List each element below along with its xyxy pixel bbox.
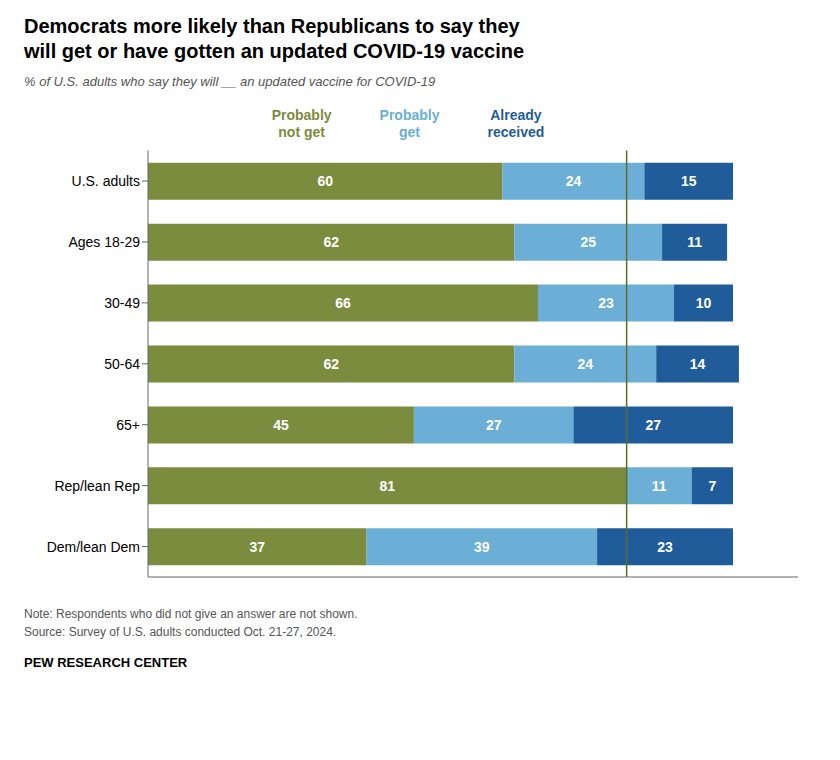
svg-text:11: 11 [652,478,667,494]
svg-text:30-49: 30-49 [104,295,140,311]
html-text:Already received: Already received [487,107,545,140]
svg-text:7: 7 [708,478,716,494]
svg-text:10: 10 [696,295,712,311]
html-text:Probably not get: Probably not get [271,107,332,140]
svg-text:62: 62 [323,356,339,372]
html-text:% of U.S. adults who say they: % of U.S. adults who say they will __ an… [24,74,436,89]
svg-text:27: 27 [486,417,502,433]
svg-text:81: 81 [380,478,396,494]
svg-text:11: 11 [687,234,702,250]
svg-text:15: 15 [681,173,697,189]
svg-text:50-64: 50-64 [104,356,140,372]
svg-text:25: 25 [580,234,596,250]
svg-text:24: 24 [566,173,582,189]
html-text:Democrats more likely than Rep: Democrats more likely than Republicans t… [24,15,525,62]
svg-text:14: 14 [690,356,706,372]
svg-text:Dem/lean Dem: Dem/lean Dem [47,539,140,555]
html-text:Note: Respondents who did not: Note: Respondents who did not give an an… [24,607,358,621]
svg-text:Rep/lean Rep: Rep/lean Rep [54,478,140,494]
svg-text:Ages 18-29: Ages 18-29 [68,234,140,250]
svg-text:62: 62 [323,234,339,250]
svg-text:U.S. adults: U.S. adults [72,173,140,189]
svg-text:45: 45 [273,417,289,433]
html-text:Probably get: Probably get [379,107,440,140]
html-text:PEW RESEARCH CENTER: PEW RESEARCH CENTER [24,655,188,670]
svg-text:60: 60 [317,173,333,189]
svg-text:65+: 65+ [116,417,140,433]
svg-text:66: 66 [335,295,351,311]
svg-text:39: 39 [474,539,490,555]
svg-text:27: 27 [645,417,661,433]
svg-text:24: 24 [577,356,593,372]
svg-text:23: 23 [598,295,614,311]
svg-text:23: 23 [657,539,673,555]
html-text:Source: Survey of U.S. adults: Source: Survey of U.S. adults conducted … [24,625,337,639]
svg-text:37: 37 [250,539,266,555]
